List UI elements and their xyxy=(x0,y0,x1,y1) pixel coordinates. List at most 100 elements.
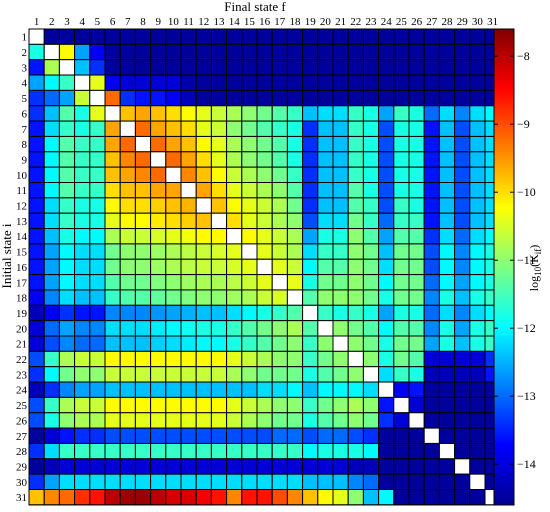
heatmap-cell xyxy=(423,396,440,414)
y-axis-label: Initial state i xyxy=(0,223,14,288)
heatmap-cell xyxy=(58,182,76,199)
heatmap-cell xyxy=(454,59,471,76)
heatmap-cell xyxy=(119,335,136,352)
heatmap-cell xyxy=(195,381,212,398)
heatmap-cell xyxy=(150,412,167,429)
heatmap-cell xyxy=(28,274,45,291)
heatmap-cell xyxy=(43,304,60,322)
x-tick-label: 6 xyxy=(110,16,116,28)
heatmap-cell xyxy=(347,442,364,460)
heatmap-cell xyxy=(165,105,182,122)
heatmap-cell xyxy=(28,43,45,61)
heatmap-cell xyxy=(302,28,319,45)
heatmap-cell xyxy=(195,427,212,444)
heatmap-cell xyxy=(454,473,471,490)
heatmap-cell xyxy=(89,166,106,183)
heatmap-cell xyxy=(58,320,76,337)
heatmap-cell xyxy=(89,135,106,153)
heatmap-cell xyxy=(256,381,273,398)
heatmap-cell xyxy=(241,166,258,183)
heatmap-cell xyxy=(332,212,349,230)
heatmap-cell xyxy=(89,396,106,414)
heatmap-cell xyxy=(362,120,380,137)
heatmap-cell xyxy=(195,320,212,337)
heatmap-cell xyxy=(195,243,212,260)
heatmap-cell xyxy=(165,274,182,291)
heatmap-cell xyxy=(210,458,228,475)
heatmap-cell xyxy=(43,489,60,506)
heatmap-cell xyxy=(317,442,334,460)
heatmap-cell xyxy=(28,197,45,214)
heatmap-cell xyxy=(362,396,380,414)
y-tick-label: 11 xyxy=(16,185,27,197)
heatmap-cell xyxy=(134,427,152,444)
heatmap-cell xyxy=(104,28,121,45)
heatmap-cell xyxy=(104,120,121,137)
heatmap-cell xyxy=(469,427,486,444)
heatmap-cell xyxy=(104,350,121,368)
heatmap-cell xyxy=(226,442,243,460)
heatmap-cell xyxy=(210,381,228,398)
heatmap-cell xyxy=(119,442,136,460)
heatmap-cell xyxy=(210,258,228,276)
heatmap-cell xyxy=(226,120,243,137)
heatmap-cell-diagonal xyxy=(89,89,106,107)
x-tick-label: 7 xyxy=(125,16,131,28)
heatmap-cell xyxy=(104,243,121,260)
heatmap-cell xyxy=(226,258,243,276)
heatmap-cell xyxy=(241,197,258,214)
heatmap-cell xyxy=(423,151,440,168)
heatmap-cell xyxy=(393,135,410,153)
heatmap-cell xyxy=(423,274,440,291)
heatmap-cell xyxy=(241,28,258,45)
heatmap-cell xyxy=(454,427,471,444)
heatmap-cell xyxy=(347,59,364,76)
y-tick-label: 9 xyxy=(22,154,28,166)
heatmap-cell xyxy=(58,212,76,230)
heatmap-cell-diagonal xyxy=(104,105,121,122)
heatmap-cell xyxy=(104,442,121,460)
heatmap-cell xyxy=(74,381,91,398)
heatmap-cell xyxy=(271,458,288,475)
heatmap-cell xyxy=(423,304,440,322)
heatmap-cell xyxy=(317,350,334,368)
heatmap-cell xyxy=(43,258,60,276)
heatmap-cell xyxy=(104,135,121,153)
heatmap-cell xyxy=(256,274,273,291)
heatmap-cell xyxy=(104,335,121,352)
heatmap-cell xyxy=(43,151,60,168)
heatmap-cell-diagonal xyxy=(393,396,410,414)
heatmap-cell xyxy=(286,243,304,260)
heatmap-cell xyxy=(58,350,76,368)
heatmap-cell xyxy=(180,320,197,337)
heatmap-cell xyxy=(210,289,228,306)
heatmap-cell xyxy=(165,473,182,490)
heatmap-cell xyxy=(347,381,364,398)
heatmap-cell xyxy=(378,197,395,214)
heatmap-cell xyxy=(89,335,106,352)
heatmap-cell xyxy=(347,396,364,414)
heatmap-cell-diagonal xyxy=(134,135,152,153)
heatmap-cell xyxy=(271,166,288,183)
heatmap-cell xyxy=(28,412,45,429)
heatmap-cell xyxy=(180,442,197,460)
heatmap-cell xyxy=(210,412,228,429)
heatmap-cell xyxy=(195,335,212,352)
heatmap-cell xyxy=(332,89,349,107)
heatmap-cell xyxy=(165,396,182,414)
heatmap-cell xyxy=(28,304,45,322)
y-tick-label: 26 xyxy=(16,415,28,427)
heatmap-cell xyxy=(438,43,456,61)
heatmap-cell xyxy=(58,135,76,153)
heatmap-cell xyxy=(226,166,243,183)
heatmap-cell xyxy=(362,320,380,337)
heatmap-cell xyxy=(134,166,152,183)
heatmap-cell xyxy=(408,473,425,490)
heatmap-cell xyxy=(74,304,91,322)
heatmap-cell xyxy=(58,396,76,414)
heatmap-cell xyxy=(286,366,304,383)
heatmap-cell xyxy=(454,258,471,276)
colorbar-tick-label: −10 xyxy=(517,185,536,199)
heatmap-cell xyxy=(454,212,471,230)
heatmap-cell xyxy=(317,105,334,122)
